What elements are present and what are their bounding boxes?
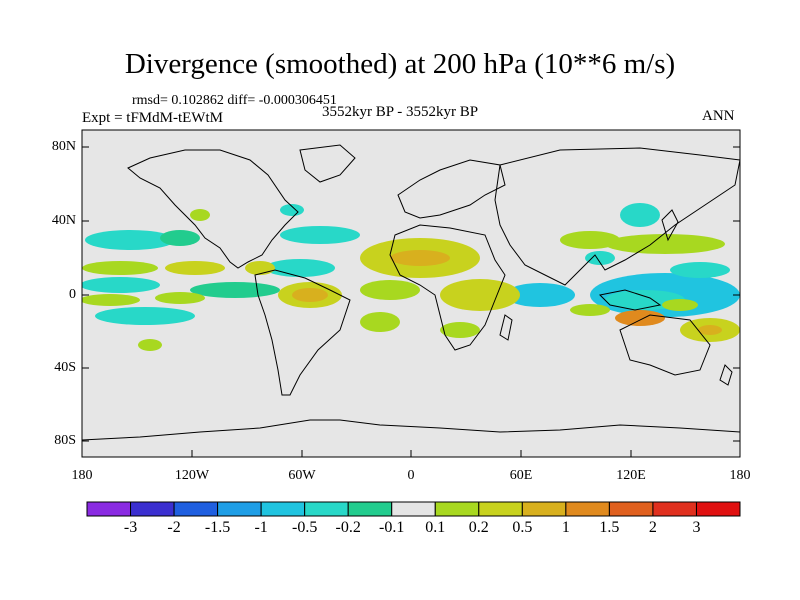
coast-africa [389,224,506,351]
contour-neg [190,282,280,298]
contour-pos [390,250,450,266]
colorbar-swatch [652,501,697,517]
colorbar-label: -0.5 [291,519,318,536]
contour-pos [155,292,205,304]
colorbar-swatch [565,501,610,517]
colorbar-label: -1 [254,519,268,536]
contour-pos [560,231,620,249]
plot-title: Divergence (smoothed) at 200 hPa (10**6 … [124,48,676,80]
colorbar-swatch [695,501,741,517]
contour-neg [505,283,575,307]
season-label: ANN [702,108,735,124]
colorbar-swatch [391,501,436,517]
coast-south-america [254,269,351,396]
x-tick-label: 180 [729,468,751,483]
coast-new-zealand [719,364,733,386]
contour-pos [605,234,725,254]
colorbar-swatch [130,501,175,517]
experiment-label: Expt = tFMdM-tEWtM [82,110,223,126]
contour-pos [360,280,420,300]
contour-pos [82,294,140,306]
contour-pos [360,312,400,332]
x-tick-label: 0 [407,468,415,483]
contour-pos [165,261,225,275]
contour-pos [698,325,722,335]
contour-neg [265,259,335,277]
colorbar-label: 0.5 [512,519,533,536]
x-tick-label: 60W [288,468,316,483]
contour-pos [440,279,520,311]
y-tick-label: 40N [51,213,76,228]
coast-greenland [299,144,356,183]
colorbar-swatch [478,501,523,517]
colorbar [86,501,741,517]
colorbar-swatch [347,501,393,517]
coast-madagascar [499,314,513,341]
colorbar-label: 3 [692,519,701,536]
colorbar-label: 0.2 [468,519,489,536]
colorbar-label: 1 [561,519,570,536]
contour-pos [570,304,610,316]
contour-neg [620,203,660,227]
contour-neg [280,204,304,216]
contour-neg [585,251,615,265]
contour-pos [245,261,275,275]
contour-neg [160,230,200,246]
colorbar-label: 2 [648,519,657,536]
colorbar-swatch [434,501,480,517]
colorbar-label: -3 [123,519,138,536]
y-tick-label: 40S [54,360,76,375]
contour-pos [615,310,665,326]
colorbar-swatch [304,501,349,517]
colorbar-swatch [608,501,654,517]
colorbar-label: -2 [167,519,181,536]
period-label: 3552kyr BP - 3552kyr BP [322,104,479,120]
colorbar-swatch [521,501,567,517]
coast-north-america [127,149,299,269]
colorbar-label: 0.1 [425,519,446,536]
coast-indonesia [598,289,662,311]
y-tick-label: 0 [69,287,76,302]
coast-antarctica [82,419,740,441]
stats-text: rmsd= 0.102862 diff= -0.000306451 [132,93,337,108]
contour-pos [82,261,158,275]
contour-neg [82,277,160,293]
contour-neg [280,226,360,244]
colorbar-swatch [217,501,262,517]
colorbar-swatch [86,501,132,517]
contour-neg [95,307,195,325]
x-tick-label: 120W [174,468,210,483]
y-tick-label: 80N [51,139,76,154]
axis-ticks [81,146,741,457]
coastlines [82,144,740,441]
colorbar-label: -1.5 [204,519,231,536]
y-tick-label: 80S [54,433,76,448]
coast-asia [494,147,740,286]
contour-pos [440,322,480,338]
contour-pos [138,339,162,351]
contour-pos [662,299,698,311]
x-tick-label: 60E [509,468,533,483]
contour-pos [190,209,210,221]
colorbar-swatch [173,501,219,517]
coast-europe [397,159,506,219]
contour-neg [670,262,730,278]
x-tick-label: 120E [616,468,646,483]
colorbar-swatch [260,501,306,517]
coast-japan [661,209,679,242]
contour-neg [85,230,175,250]
contour-pos [292,288,328,302]
x-tick-label: 180 [71,468,93,483]
colorbar-label: 1.5 [599,519,620,536]
colorbar-label: -0.1 [379,519,405,536]
coast-australia [619,314,711,376]
colorbar-label: -0.2 [335,519,361,536]
